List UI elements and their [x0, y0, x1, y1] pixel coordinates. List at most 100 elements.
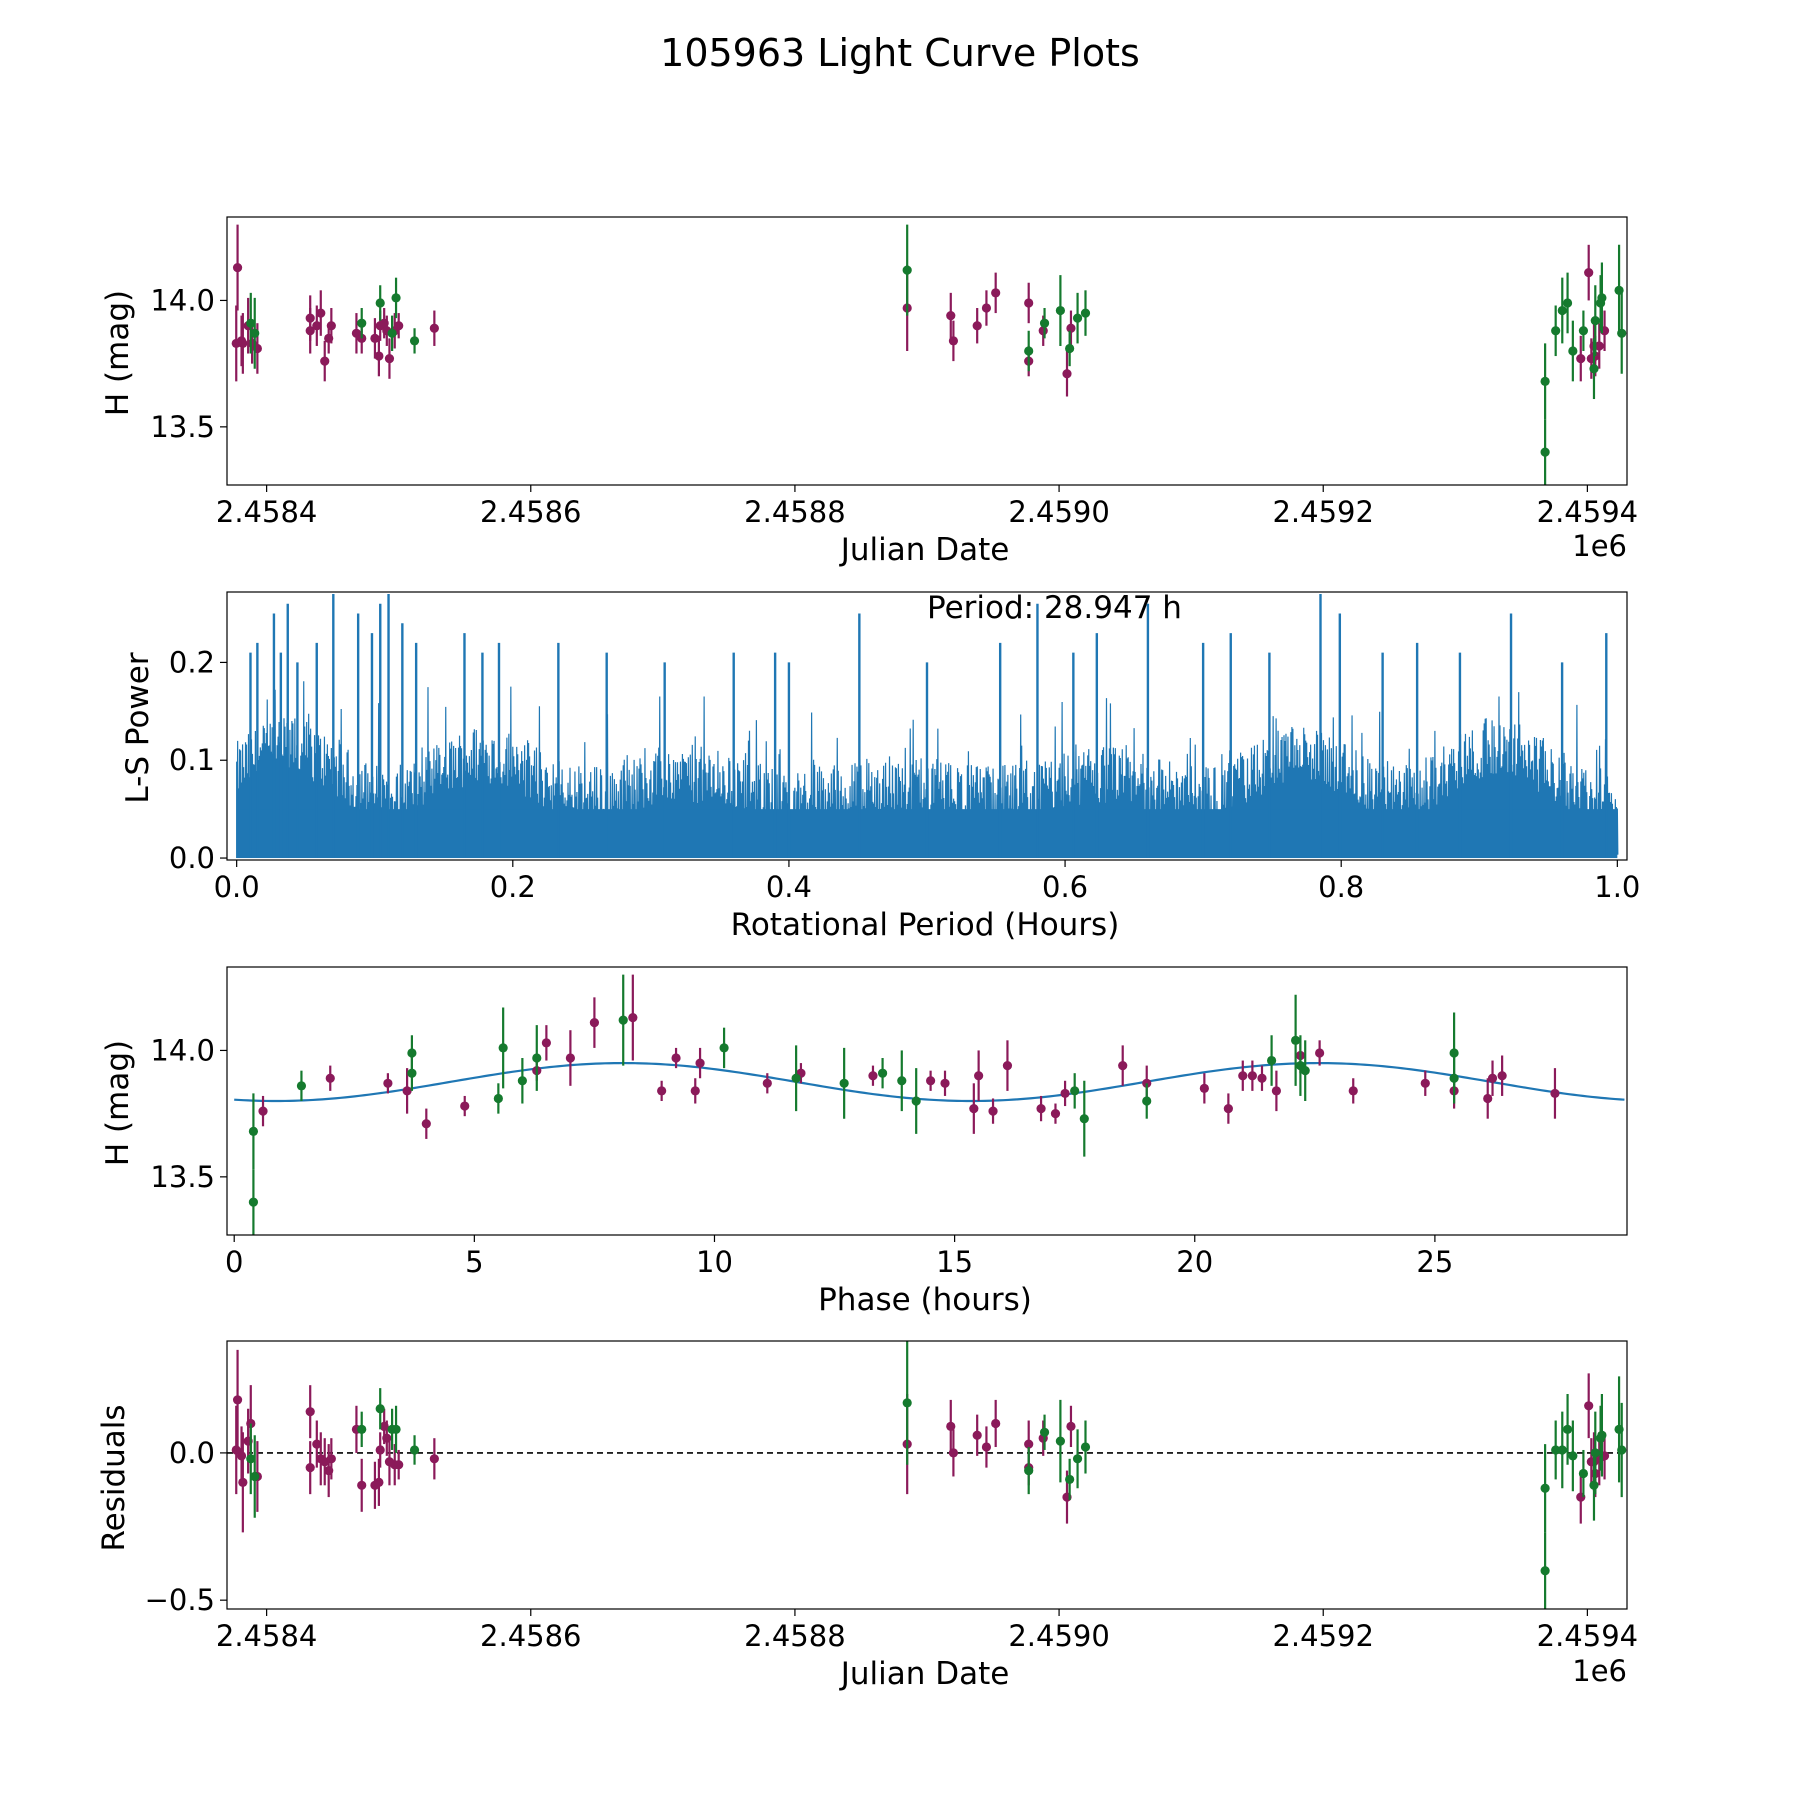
lightcurve-data-point [391, 293, 401, 303]
residuals-data-point [1540, 1483, 1550, 1493]
residuals-data-point [1562, 1424, 1573, 1434]
phased-data-point [877, 1068, 888, 1078]
lightcurve-data-point [312, 321, 322, 331]
phased-data-point [1266, 1055, 1277, 1066]
phased-data-point [719, 1043, 729, 1053]
lightcurve-data-point [991, 288, 1001, 298]
lightcurve-data-point [1072, 313, 1083, 323]
lightcurve-data-point [1062, 369, 1072, 379]
lightcurve-data-point [1024, 298, 1034, 308]
lightcurve-data-point [429, 323, 439, 333]
lightcurve-data-point [1540, 447, 1550, 457]
residuals-data-point [972, 1430, 982, 1440]
phased-xtick-label: 20 [1176, 1245, 1213, 1279]
phased-data-point [657, 1086, 667, 1096]
residuals-data-point [1024, 1465, 1034, 1476]
lightcurve-data-point [1584, 268, 1594, 278]
phased-data-point [618, 1015, 628, 1025]
phased-data-point [690, 1086, 700, 1096]
residuals-xtick-label: 2.4590 [1008, 1619, 1109, 1653]
residuals-data-point [981, 1442, 992, 1452]
phased-data-point [1070, 1086, 1080, 1096]
phased-data-point [897, 1076, 907, 1086]
residuals-data-point [305, 1407, 315, 1417]
phased-data-point [1550, 1088, 1560, 1099]
phased-data-point [1271, 1086, 1281, 1096]
phased-data-point [1199, 1083, 1209, 1093]
residuals-data-point [1557, 1445, 1567, 1455]
lightcurve-data-point [1540, 376, 1550, 386]
phased-xtick-label: 25 [1416, 1245, 1453, 1279]
residuals-data-point [357, 1424, 367, 1434]
phased-data-point [248, 1197, 259, 1207]
residuals-data-point [946, 1421, 956, 1432]
residuals-xtick-label: 2.4584 [216, 1619, 317, 1653]
residuals-panel: Julian Date Residuals 1e6 2.4584 2.4586 2.… [96, 1340, 1638, 1692]
residuals-data-point [1568, 1451, 1578, 1461]
residuals-data-point [1072, 1454, 1083, 1464]
residuals-ylabel: Residuals [96, 1404, 132, 1551]
lightcurve-data-point [1617, 328, 1627, 338]
periodogram-ytick-label: 0.2 [169, 645, 215, 679]
residuals-data-point [375, 1404, 385, 1414]
residuals-data-point [1551, 1445, 1561, 1455]
residuals-data-point [948, 1448, 959, 1458]
periodogram-ylabel: L-S Power [120, 652, 156, 803]
lightcurve-data-point [1614, 285, 1624, 295]
lightcurve-data-point [387, 328, 397, 338]
phased-data-point [1348, 1086, 1358, 1096]
phased-frame [226, 966, 1628, 1236]
residuals-xlabel: Julian Date [839, 1656, 1010, 1692]
lightcurve-data-point [232, 262, 243, 273]
residuals-frame [226, 1340, 1628, 1610]
phased-data-point [493, 1093, 503, 1104]
phased-data-point [1449, 1073, 1459, 1083]
phased-data-point [695, 1058, 705, 1068]
lightcurve-data-point [1568, 346, 1578, 356]
phased-data-point [671, 1053, 681, 1063]
phased-data-point [460, 1101, 470, 1111]
residuals-ytick-label: 0.0 [169, 1436, 215, 1470]
phased-data-point [402, 1086, 412, 1096]
periodogram-ytick-label: 0.1 [169, 743, 215, 777]
periodogram-frame [226, 591, 1628, 861]
residuals-data-point [409, 1445, 420, 1455]
lightcurve-data-point [394, 321, 404, 331]
phased-data-point [1223, 1103, 1233, 1114]
phased-data-point [1118, 1061, 1128, 1071]
phased-ytick-label: 13.5 [150, 1160, 215, 1194]
phased-ylabel: H (mag) [100, 1040, 136, 1166]
lightcurve-xtick-label: 2.4586 [480, 495, 581, 529]
lightcurve-ylabel: H (mag) [100, 290, 136, 416]
phased-data-point [541, 1038, 551, 1048]
periodogram-xlabel: Rotational Period (Hours) [731, 907, 1120, 943]
phased-data-point [248, 1126, 259, 1136]
lightcurve-data-point [972, 321, 982, 331]
residuals-data-point [1597, 1430, 1607, 1440]
phased-data-point [1315, 1048, 1325, 1058]
lightcurve-ytick-label: 14.0 [150, 283, 215, 317]
phased-data-point [1036, 1103, 1046, 1114]
phased-data-point [383, 1078, 393, 1088]
phased-data-point [628, 1012, 638, 1023]
lightcurve-data-point [1557, 305, 1567, 316]
phased-data-point [762, 1078, 772, 1088]
residuals-data-point [250, 1471, 260, 1482]
residuals-data-point [374, 1477, 384, 1487]
residuals-data-point [375, 1445, 385, 1455]
lightcurve-xtick-label: 2.4590 [1008, 495, 1109, 529]
phased-xtick-label: 15 [936, 1245, 973, 1279]
residuals-data-point [1540, 1566, 1550, 1576]
lightcurve-data-point [375, 298, 385, 308]
lightcurve-xtick-label: 2.4592 [1272, 495, 1373, 529]
residuals-data-point [1024, 1439, 1034, 1449]
residuals-data-point [357, 1480, 367, 1490]
lightcurve-data-point [326, 321, 336, 331]
periodogram-xtick-label: 1.0 [1594, 870, 1640, 904]
lightcurve-data-point [246, 318, 256, 328]
period-annotation: Period: 28.947 h [927, 590, 1182, 626]
phased-data-point [1050, 1109, 1061, 1119]
lightcurve-data-point [1562, 298, 1573, 308]
periodogram-xtick-label: 0.2 [490, 870, 536, 904]
periodogram-xtick-label: 0.8 [1318, 870, 1364, 904]
